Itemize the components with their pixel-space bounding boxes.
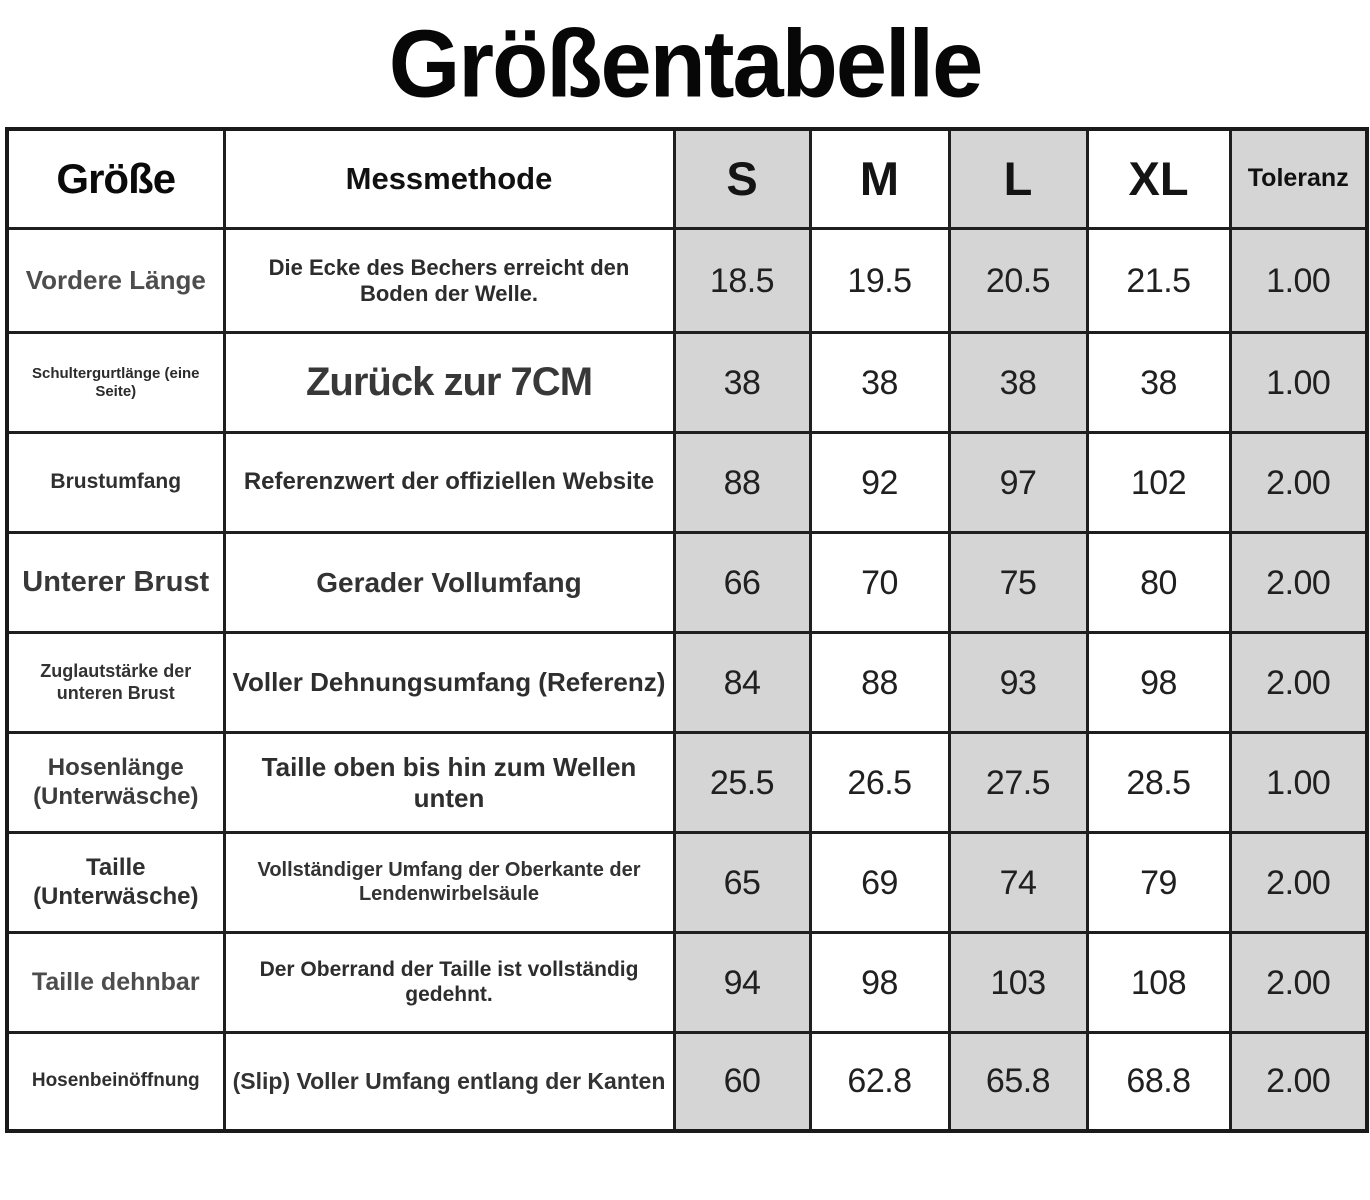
size-value-s: 18.5	[672, 227, 812, 335]
table-row: Brustumfang Referenzwert der offiziellen…	[5, 431, 1369, 535]
size-value-xl: 28.5	[1085, 731, 1232, 835]
row-label: Schultergurtlänge (eine Seite)	[5, 331, 226, 435]
measure-method: Voller Dehnungsumfang (Referenz)	[222, 631, 676, 735]
size-value-xl: 102	[1085, 431, 1232, 535]
size-value-m: 70	[808, 531, 951, 635]
table-row: Unterer Brust Gerader Vollumfang 66 70 7…	[5, 531, 1369, 635]
measure-method: Gerader Vollumfang	[222, 531, 676, 635]
column-header-size-m: M	[808, 127, 951, 231]
row-label: Hosenbeinöffnung	[5, 1031, 226, 1133]
measure-method: (Slip) Voller Umfang entlang der Kanten	[222, 1031, 676, 1133]
size-value-l: 93	[947, 631, 1089, 735]
size-value-l: 103	[947, 931, 1089, 1035]
size-value-m: 98	[808, 931, 951, 1035]
measure-method: Taille oben bis hin zum Wellen unten	[222, 731, 676, 835]
table-body: Vordere Länge Die Ecke des Bechers errei…	[5, 227, 1369, 1133]
size-value-s: 65	[672, 831, 812, 935]
measure-method: Zurück zur 7CM	[222, 331, 676, 435]
tolerance-value: 2.00	[1228, 631, 1369, 735]
size-value-xl: 38	[1085, 331, 1232, 435]
size-value-m: 88	[808, 631, 951, 735]
row-label: Hosenlänge (Unterwäsche)	[5, 731, 226, 835]
table-row: Hosenbeinöffnung (Slip) Voller Umfang en…	[5, 1031, 1369, 1133]
page-title: Größentabelle	[388, 10, 984, 118]
row-label: Zuglautstärke der unteren Brust	[5, 631, 226, 735]
size-value-l: 27.5	[947, 731, 1089, 835]
tolerance-value: 2.00	[1228, 831, 1369, 935]
tolerance-value: 1.00	[1228, 731, 1369, 835]
row-label: Taille dehnbar	[5, 931, 226, 1035]
size-value-xl: 108	[1085, 931, 1232, 1035]
table-row: Taille (Unterwäsche) Vollständiger Umfan…	[5, 831, 1369, 935]
header-row: Größe Messmethode S M L XL Toleranz	[5, 127, 1369, 231]
table-row: Hosenlänge (Unterwäsche) Taille oben bis…	[5, 731, 1369, 835]
tolerance-value: 1.00	[1228, 331, 1369, 435]
size-chart-table: Größe Messmethode S M L XL Toleranz Vord…	[5, 126, 1369, 1133]
size-value-s: 38	[672, 331, 812, 435]
tolerance-value: 1.00	[1228, 227, 1369, 335]
size-value-s: 25.5	[672, 731, 812, 835]
size-value-s: 60	[672, 1031, 812, 1133]
size-value-m: 92	[808, 431, 951, 535]
size-value-m: 26.5	[808, 731, 951, 835]
size-value-xl: 80	[1085, 531, 1232, 635]
size-value-l: 38	[947, 331, 1089, 435]
size-value-l: 75	[947, 531, 1089, 635]
size-value-l: 65.8	[947, 1031, 1089, 1133]
size-value-l: 97	[947, 431, 1089, 535]
size-value-m: 62.8	[808, 1031, 951, 1133]
size-value-m: 38	[808, 331, 951, 435]
table-row: Vordere Länge Die Ecke des Bechers errei…	[5, 227, 1369, 335]
size-value-l: 74	[947, 831, 1089, 935]
tolerance-value: 2.00	[1228, 531, 1369, 635]
size-value-xl: 21.5	[1085, 227, 1232, 335]
table-row: Taille dehnbar Der Oberrand der Taille i…	[5, 931, 1369, 1035]
row-label: Taille (Unterwäsche)	[5, 831, 226, 935]
column-header-size-xl: XL	[1085, 127, 1232, 231]
table-row: Zuglautstärke der unteren Brust Voller D…	[5, 631, 1369, 735]
tolerance-value: 2.00	[1228, 931, 1369, 1035]
tolerance-value: 2.00	[1228, 431, 1369, 535]
row-label: Vordere Länge	[5, 227, 226, 335]
size-value-m: 69	[808, 831, 951, 935]
column-header-messmethode: Messmethode	[222, 127, 676, 231]
size-value-xl: 79	[1085, 831, 1232, 935]
tolerance-value: 2.00	[1228, 1031, 1369, 1133]
size-value-xl: 98	[1085, 631, 1232, 735]
measure-method: Der Oberrand der Taille ist vollständig …	[222, 931, 676, 1035]
size-value-s: 88	[672, 431, 812, 535]
column-header-size-s: S	[672, 127, 812, 231]
table-row: Schultergurtlänge (eine Seite) Zurück zu…	[5, 331, 1369, 435]
row-label: Brustumfang	[5, 431, 226, 535]
measure-method: Vollständiger Umfang der Oberkante der L…	[222, 831, 676, 935]
size-value-m: 19.5	[808, 227, 951, 335]
size-value-xl: 68.8	[1085, 1031, 1232, 1133]
size-value-s: 66	[672, 531, 812, 635]
column-header-toleranz: Toleranz	[1228, 127, 1369, 231]
size-value-s: 94	[672, 931, 812, 1035]
column-header-size-l: L	[947, 127, 1089, 231]
size-value-s: 84	[672, 631, 812, 735]
measure-method: Die Ecke des Bechers erreicht den Boden …	[222, 227, 676, 335]
row-label: Unterer Brust	[5, 531, 226, 635]
column-header-groesse: Größe	[5, 127, 226, 231]
size-value-l: 20.5	[947, 227, 1089, 335]
measure-method: Referenzwert der offiziellen Website	[222, 431, 676, 535]
table-header: Größe Messmethode S M L XL Toleranz	[5, 127, 1369, 231]
